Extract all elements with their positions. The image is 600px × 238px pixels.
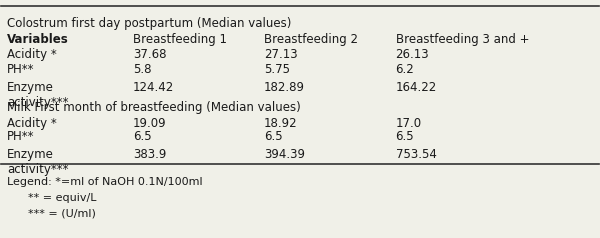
Text: 383.9: 383.9 — [133, 149, 166, 161]
Text: 27.13: 27.13 — [264, 49, 298, 61]
Text: 6.2: 6.2 — [395, 63, 415, 76]
Text: 5.8: 5.8 — [133, 63, 151, 76]
Text: Breastfeeding 1: Breastfeeding 1 — [133, 33, 227, 46]
Text: 6.5: 6.5 — [133, 130, 151, 143]
Text: 753.54: 753.54 — [395, 149, 436, 161]
Text: Breastfeeding 2: Breastfeeding 2 — [264, 33, 358, 46]
Text: 164.22: 164.22 — [395, 81, 437, 94]
Text: 37.68: 37.68 — [133, 49, 166, 61]
Text: Colostrum first day postpartum (Median values): Colostrum first day postpartum (Median v… — [7, 17, 292, 30]
Text: 18.92: 18.92 — [264, 117, 298, 130]
Text: Milk First month of breastfeeding (Median values): Milk First month of breastfeeding (Media… — [7, 101, 301, 114]
Text: *** = (U/ml): *** = (U/ml) — [7, 208, 96, 218]
Text: 182.89: 182.89 — [264, 81, 305, 94]
Text: Breastfeeding 3 and +: Breastfeeding 3 and + — [395, 33, 529, 46]
Text: Enzyme
activity***: Enzyme activity*** — [7, 149, 69, 176]
Text: Acidity *: Acidity * — [7, 49, 57, 61]
Text: Legend: *=ml of NaOH 0.1N/100ml: Legend: *=ml of NaOH 0.1N/100ml — [7, 177, 203, 187]
Text: ** = equiv/L: ** = equiv/L — [7, 193, 97, 203]
Text: Acidity *: Acidity * — [7, 117, 57, 130]
Text: Variables: Variables — [7, 33, 69, 46]
Text: 124.42: 124.42 — [133, 81, 174, 94]
Text: 6.5: 6.5 — [264, 130, 283, 143]
Text: 5.75: 5.75 — [264, 63, 290, 76]
Text: PH**: PH** — [7, 63, 35, 76]
Text: 394.39: 394.39 — [264, 149, 305, 161]
Text: 19.09: 19.09 — [133, 117, 166, 130]
Text: PH**: PH** — [7, 130, 35, 143]
Text: Enzyme
activity***: Enzyme activity*** — [7, 81, 69, 109]
Text: 26.13: 26.13 — [395, 49, 429, 61]
Text: 6.5: 6.5 — [395, 130, 414, 143]
Text: 17.0: 17.0 — [395, 117, 422, 130]
